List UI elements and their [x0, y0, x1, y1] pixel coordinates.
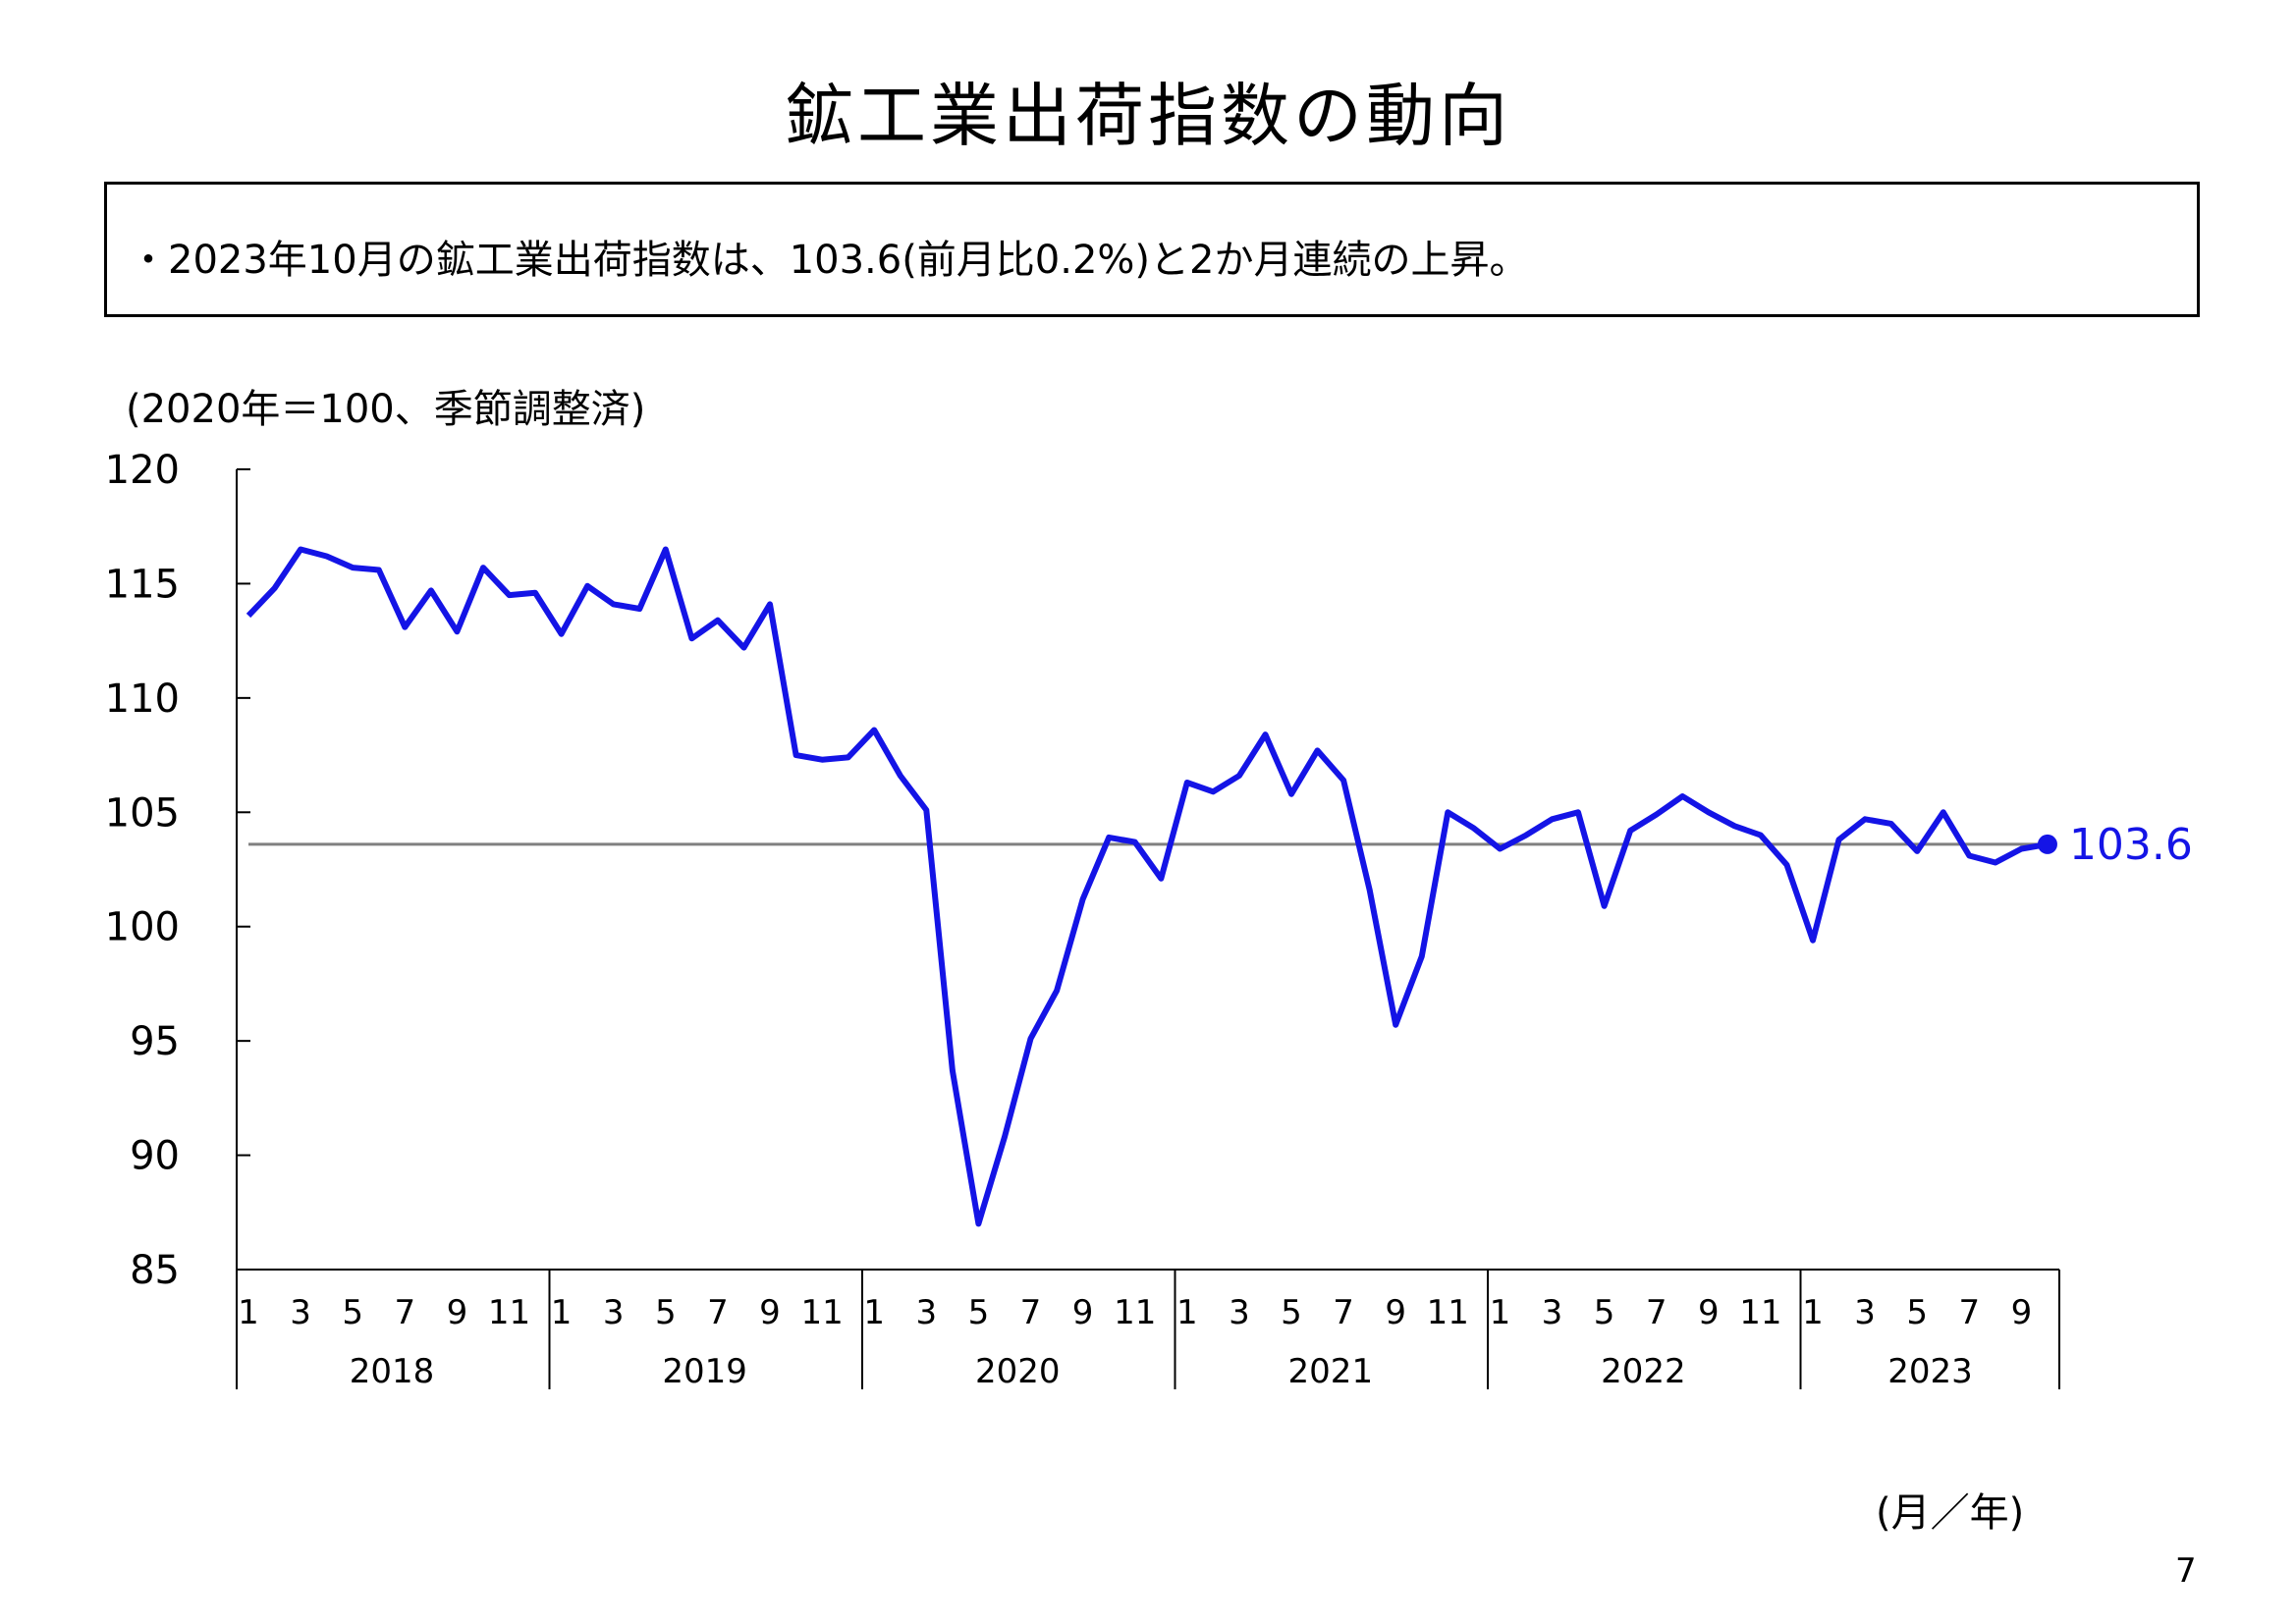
month-tick-label: 11 — [1427, 1293, 1469, 1332]
month-tick-label: 9 — [759, 1293, 781, 1332]
y-tick-label: 110 — [105, 677, 180, 722]
month-tick-label: 5 — [1594, 1293, 1615, 1332]
month-tick-label: 5 — [968, 1293, 990, 1332]
month-tick-label: 3 — [290, 1293, 311, 1332]
y-tick-label: 120 — [105, 448, 180, 493]
month-tick-label: 1 — [1176, 1293, 1198, 1332]
month-tick-label: 9 — [1072, 1293, 1094, 1332]
year-label: 2023 — [1887, 1352, 1973, 1391]
last-value-label: 103.6 — [2069, 820, 2193, 870]
y-tick-label: 95 — [130, 1019, 180, 1064]
page-title: 鉱工業出荷指数の動向 — [785, 76, 1511, 156]
y-tick-label: 115 — [105, 562, 180, 607]
month-tick-label: 5 — [1906, 1293, 1928, 1332]
month-tick-label: 7 — [707, 1293, 729, 1332]
year-label: 2021 — [1288, 1352, 1374, 1391]
month-tick-label: 5 — [1281, 1293, 1302, 1332]
month-tick-label: 7 — [1333, 1293, 1354, 1332]
month-tick-label: 9 — [1698, 1293, 1720, 1332]
y-tick-label: 85 — [130, 1248, 180, 1293]
year-label: 2018 — [350, 1352, 435, 1391]
y-tick-label: 105 — [105, 790, 180, 836]
month-tick-label: 5 — [342, 1293, 363, 1332]
y-tick-label: 100 — [105, 905, 180, 950]
year-label: 2019 — [662, 1352, 747, 1391]
month-tick-label: 11 — [1739, 1293, 1781, 1332]
month-tick-label: 11 — [800, 1293, 843, 1332]
month-tick-label: 3 — [915, 1293, 937, 1332]
summary-box: ・2023年10月の鉱工業出荷指数は、103.6(前月比0.2%)と2か月連続の… — [104, 182, 2200, 317]
month-tick-label: 1 — [551, 1293, 573, 1332]
month-tick-label: 7 — [1020, 1293, 1042, 1332]
month-tick-label: 7 — [394, 1293, 415, 1332]
month-tick-label: 3 — [603, 1293, 625, 1332]
summary-text: ・2023年10月の鉱工業出荷指数は、103.6(前月比0.2%)と2か月連続の… — [129, 238, 1529, 283]
month-tick-label: 9 — [1385, 1293, 1406, 1332]
year-label: 2020 — [975, 1352, 1061, 1391]
y-axis-unit-label: (2020年＝100、季節調整済) — [126, 387, 646, 432]
month-tick-label: 3 — [1229, 1293, 1250, 1332]
x-axis-unit-label: (月／年) — [1876, 1490, 2025, 1536]
year-label: 2022 — [1601, 1352, 1686, 1391]
month-tick-label: 5 — [655, 1293, 677, 1332]
month-tick-label: 1 — [1802, 1293, 1824, 1332]
page-number: 7 — [2175, 1551, 2197, 1591]
month-tick-label: 1 — [238, 1293, 259, 1332]
month-tick-label: 11 — [488, 1293, 530, 1332]
month-tick-label: 9 — [447, 1293, 468, 1332]
month-tick-label: 9 — [2011, 1293, 2033, 1332]
month-tick-label: 7 — [1958, 1293, 1980, 1332]
month-tick-label: 3 — [1542, 1293, 1563, 1332]
month-tick-label: 11 — [1114, 1293, 1156, 1332]
y-tick-label: 90 — [130, 1134, 180, 1179]
series-line — [246, 546, 2049, 1227]
month-tick-label: 3 — [1854, 1293, 1876, 1332]
month-tick-label: 1 — [1490, 1293, 1511, 1332]
last-point-marker — [2037, 834, 2057, 854]
month-tick-label: 1 — [863, 1293, 885, 1332]
month-tick-label: 7 — [1646, 1293, 1667, 1332]
